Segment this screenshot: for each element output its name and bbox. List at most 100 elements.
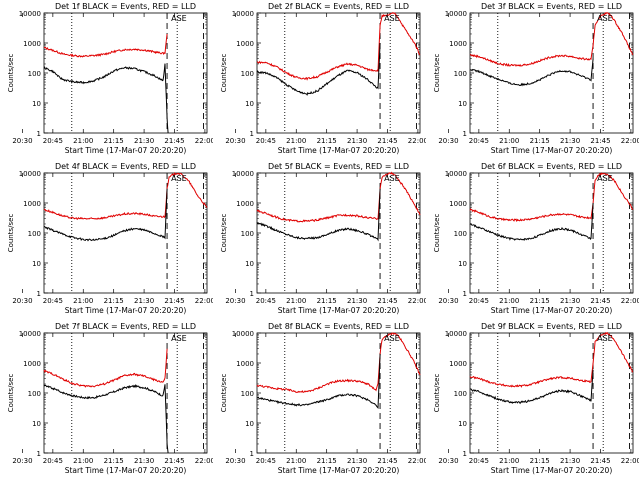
x-axis-label: Start Time (17-Mar-07 20:20:20) — [65, 146, 187, 155]
y-tick-label: 10000 — [232, 170, 254, 178]
y-tick-label: 1 — [250, 450, 254, 458]
x-tick-label: 21:00 — [286, 297, 306, 305]
y-tick-label: 1000 — [236, 360, 254, 368]
detector-chart: Det 7f BLACK = Events, RED = LLD 1 10 100 10… — [7, 322, 213, 475]
events-series-line — [469, 202, 594, 242]
x-tick-label: 20:30 — [438, 457, 458, 465]
y-tick-label: 10 — [245, 260, 254, 268]
y-tick-label: 1000 — [236, 200, 254, 208]
x-tick-label: 21:15 — [530, 297, 550, 305]
ase-annotation: ASE — [597, 334, 613, 343]
x-tick-label: 21:30 — [134, 457, 154, 465]
y-tick-label: 1000 — [23, 200, 41, 208]
chart-title: Det 7f BLACK = Events, RED = LLD — [55, 322, 196, 331]
lld-series-line — [43, 348, 168, 388]
ase-annotation: ASE — [384, 334, 400, 343]
x-tick-label: 21:00 — [499, 137, 519, 145]
lld-series-line — [256, 171, 421, 223]
x-tick-label: 21:45 — [164, 457, 184, 465]
y-tick-label: 1 — [463, 450, 467, 458]
ase-annotation: ASE — [384, 174, 400, 183]
x-tick-label: 20:45 — [469, 137, 489, 145]
x-tick-label: 21:15 — [317, 297, 337, 305]
y-axis-label: Counts/sec — [433, 214, 441, 253]
x-axis-label: Start Time (17-Mar-07 20:20:20) — [278, 466, 400, 475]
y-tick-label: 10000 — [445, 330, 467, 338]
y-tick-label: 100 — [28, 70, 41, 78]
events-series-line — [469, 58, 594, 87]
events-series-line — [43, 63, 169, 134]
plot-frame — [43, 332, 208, 454]
y-axis-label: Counts/sec — [7, 214, 15, 253]
x-tick-label: 21:00 — [286, 457, 306, 465]
x-tick-label: 20:30 — [225, 137, 245, 145]
x-tick-label: 21:00 — [73, 137, 93, 145]
lld-series-line — [256, 332, 421, 394]
x-tick-label: 20:30 — [438, 297, 458, 305]
detector-chart: Det 4f BLACK = Events, RED = LLD 1 10 100 10… — [7, 162, 213, 315]
y-axis-label: Counts/sec — [220, 374, 228, 413]
y-tick-label: 100 — [28, 230, 41, 238]
y-tick-label: 10000 — [232, 10, 254, 18]
y-tick-label: 1000 — [236, 40, 254, 48]
detector-chart: Det 1f BLACK = Events, RED = LLD 1 10 100 10… — [7, 2, 213, 155]
x-tick-label: 21:15 — [317, 137, 337, 145]
y-tick-label: 10000 — [232, 330, 254, 338]
x-tick-label: 22:00 — [621, 297, 639, 305]
x-tick-label: 21:00 — [73, 457, 93, 465]
plot-frame — [256, 12, 421, 134]
x-tick-label: 21:45 — [164, 137, 184, 145]
x-tick-label: 21:30 — [347, 457, 367, 465]
chart-title: Det 2f BLACK = Events, RED = LLD — [268, 2, 409, 11]
x-tick-label: 21:45 — [590, 457, 610, 465]
x-tick-label: 22:00 — [408, 297, 426, 305]
ase-annotation: ASE — [171, 334, 187, 343]
y-tick-label: 100 — [454, 390, 467, 398]
detector-chart: Det 6f BLACK = Events, RED = LLD 1 10 100 10… — [433, 162, 639, 315]
y-tick-label: 1000 — [23, 360, 41, 368]
x-tick-label: 20:30 — [438, 137, 458, 145]
x-tick-label: 22:00 — [195, 137, 213, 145]
x-tick-label: 20:45 — [43, 137, 63, 145]
detector-chart: Det 8f BLACK = Events, RED = LLD 1 10 100 10… — [220, 322, 426, 475]
y-tick-label: 10 — [32, 100, 41, 108]
x-tick-label: 21:30 — [134, 297, 154, 305]
y-axis-label: Counts/sec — [7, 54, 15, 93]
y-tick-label: 100 — [241, 230, 254, 238]
x-tick-label: 21:45 — [377, 457, 397, 465]
y-tick-label: 10 — [245, 420, 254, 428]
plot-frame — [469, 172, 634, 294]
y-tick-label: 1 — [463, 290, 467, 298]
x-tick-label: 20:30 — [12, 457, 32, 465]
lld-series-line — [43, 33, 168, 58]
detector-chart: Det 3f BLACK = Events, RED = LLD 1 10 100 10… — [433, 2, 639, 155]
plot-frame — [43, 172, 208, 294]
x-tick-label: 21:45 — [164, 297, 184, 305]
x-tick-label: 21:00 — [499, 457, 519, 465]
chart-title: Det 5f BLACK = Events, RED = LLD — [268, 162, 409, 171]
x-tick-label: 20:45 — [256, 137, 276, 145]
y-tick-label: 10000 — [445, 170, 467, 178]
y-tick-label: 10 — [32, 420, 41, 428]
x-tick-label: 21:30 — [560, 137, 580, 145]
events-series-line — [256, 188, 381, 242]
y-tick-label: 10000 — [19, 330, 41, 338]
x-tick-label: 21:30 — [560, 297, 580, 305]
chart-title: Det 1f BLACK = Events, RED = LLD — [55, 2, 196, 11]
y-tick-label: 1 — [250, 130, 254, 138]
x-tick-label: 21:00 — [286, 137, 306, 145]
x-axis-label: Start Time (17-Mar-07 20:20:20) — [491, 306, 613, 315]
x-tick-label: 22:00 — [195, 457, 213, 465]
x-tick-label: 21:15 — [104, 457, 124, 465]
x-tick-label: 21:30 — [134, 137, 154, 145]
x-tick-label: 20:45 — [256, 457, 276, 465]
y-tick-label: 1 — [250, 290, 254, 298]
x-tick-label: 20:45 — [469, 297, 489, 305]
y-axis-label: Counts/sec — [7, 374, 15, 413]
events-series-line — [44, 188, 168, 242]
events-series-line — [256, 42, 381, 96]
x-tick-label: 22:00 — [195, 297, 213, 305]
x-tick-label: 22:00 — [408, 457, 426, 465]
x-tick-label: 20:30 — [12, 137, 32, 145]
y-tick-label: 1000 — [449, 40, 467, 48]
